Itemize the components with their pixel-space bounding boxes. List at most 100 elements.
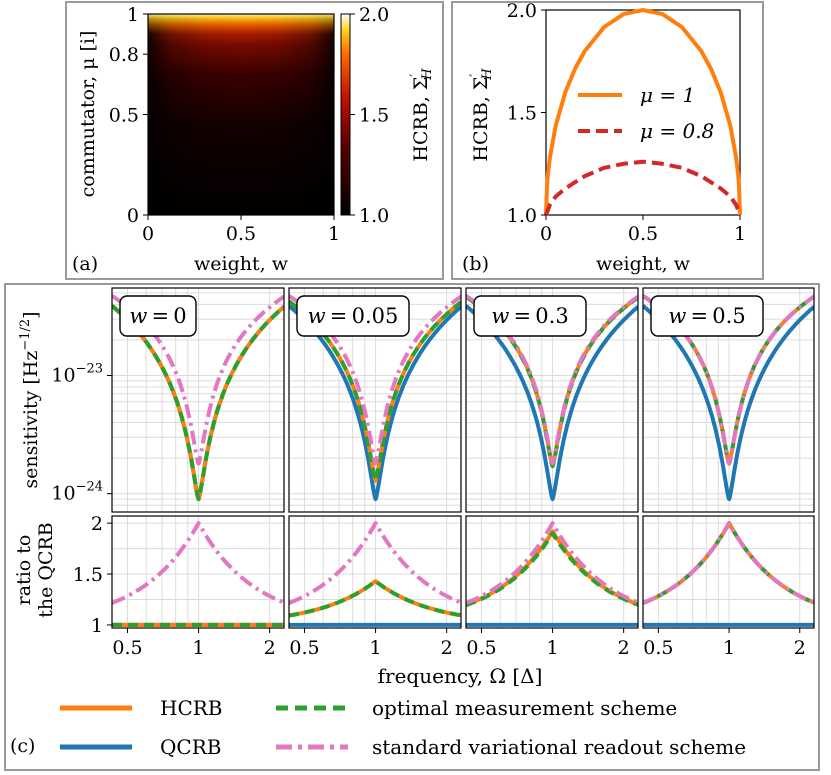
subpanel-title: w = 0.5 <box>650 295 764 337</box>
subpanel-curves <box>466 294 638 627</box>
subpanel-title-box <box>473 295 587 337</box>
heatmap-y-label: commutator, μ [i] <box>77 31 99 198</box>
subpanel-title-text: w = 0.5 <box>668 304 745 328</box>
panel-b-y-ticks: 1.0 1.5 2.0 <box>507 0 546 227</box>
legend-mu1-label: μ = 1 <box>640 83 695 107</box>
subpanel-3: w = 0.3 0.5 1 2 <box>465 287 639 659</box>
panel-a-frame <box>65 1 444 280</box>
ratio-y-tick-label: 1.5 <box>73 564 103 586</box>
sensitivity-axes <box>111 287 285 513</box>
optimal-ratio-line <box>466 531 638 608</box>
legend-label: standard variational readout scheme <box>372 735 746 759</box>
panel-c-label: (c) <box>10 735 35 757</box>
standard-ratio-line <box>466 521 638 605</box>
panel-c-legend: HCRB QCRB optimal measurement scheme standa… <box>60 696 746 759</box>
heatmap-glow <box>148 14 334 215</box>
panel-c-top-y-label: sensitivity [Hz−1/2] <box>18 311 42 488</box>
colorbar <box>340 13 351 216</box>
panel-b-y-tick-label: 2.0 <box>507 0 537 22</box>
subpanel-curves <box>112 294 284 627</box>
legend-label: QCRB <box>160 735 221 759</box>
standard-ratio-line <box>289 521 461 605</box>
panel-b-y-label: HCRB, Σ′H <box>468 68 495 162</box>
subpanel-title-box <box>296 295 410 337</box>
x-tick-label: 2 <box>618 637 630 659</box>
panel-b-label: (b) <box>462 253 489 275</box>
legend-mu08-label: μ = 0.8 <box>640 119 714 143</box>
hcrb-ratio-line <box>289 579 461 618</box>
heatmap-x-tick-label: 0 <box>142 223 154 245</box>
panel-b-series <box>544 8 742 216</box>
panel-b: 0 0.5 1 1.01.52.0 weight, w HCRB, Σ′H (b) … <box>462 0 746 275</box>
x-tick-label: 1 <box>723 637 735 659</box>
heatmap-y-ticks: 0 0.5 0.8 1 <box>109 4 148 227</box>
subpanel-curves <box>643 294 814 627</box>
x-tick-label: 0.5 <box>112 637 142 659</box>
subpanel-title-box <box>650 295 764 337</box>
panel-b-frame <box>451 1 764 280</box>
heatmap-y-tick-label: 0 <box>127 205 139 227</box>
panel-b-x-tick-label: 0 <box>540 223 552 245</box>
subpanel-4: w = 0.5 0.5 1 2 <box>642 287 815 659</box>
x-tick-label: 1 <box>370 637 382 659</box>
x-tick-label: 2 <box>441 637 453 659</box>
series-mu-1-line <box>544 8 742 216</box>
panel-a: 0 0.5 1 00.50.81 weight, w commutator, μ [… <box>72 4 435 275</box>
panel-c-bottom-y-label-2: the QCRB <box>35 522 57 618</box>
standard-ratio-line <box>112 521 284 605</box>
sensitivity-axes <box>642 287 815 513</box>
ratio-axes <box>288 515 462 629</box>
panel-c-frame <box>4 283 820 771</box>
ratio-axes <box>465 515 639 629</box>
colorbar-ticks: 1.0 1.5 2.0 <box>350 4 389 227</box>
series-mu-0-8-line <box>544 159 742 216</box>
subpanel-title-box <box>119 295 197 337</box>
standard-ratio-line <box>643 521 814 605</box>
legend-label: optimal measurement scheme <box>372 696 677 720</box>
sensitivity-y-tick-label: 10−24 <box>51 480 103 505</box>
ratio-axes <box>111 515 285 629</box>
heatmap-y-tick-label: 0.8 <box>109 44 139 66</box>
sensitivity-axes <box>465 287 639 513</box>
x-tick-label: 2 <box>794 637 806 659</box>
colorbar-tick-label: 2.0 <box>359 4 389 26</box>
subpanel-title: w = 0.05 <box>296 295 410 337</box>
ratio-y-tick-label: 2 <box>91 513 103 535</box>
panel-b-x-tick-label: 0.5 <box>628 223 658 245</box>
subpanel-title-text: w = 0.3 <box>491 304 568 328</box>
ratio-y-tick-label: 1 <box>91 615 103 637</box>
subpanel-title: w = 0.3 <box>473 295 587 337</box>
panel-b-y-tick-label: 1.5 <box>507 103 537 125</box>
subpanel-title: w = 0 <box>119 295 197 337</box>
panel-b-x-ticks: 0 0.5 1 <box>540 215 746 245</box>
colorbar-label: HCRB, Σ′H <box>408 68 435 162</box>
panel-a-label: (a) <box>72 253 98 275</box>
x-tick-label: 1 <box>547 637 559 659</box>
legend-label: HCRB <box>160 696 223 720</box>
x-tick-label: 1 <box>193 637 205 659</box>
subpanel-title-text: w = 0 <box>129 304 186 328</box>
heatmap-x-tick-label: 0.5 <box>226 223 256 245</box>
ratio-axes <box>642 515 815 629</box>
panel-b-x-tick-label: 1 <box>734 223 746 245</box>
sensitivity-axes <box>288 287 462 513</box>
heatmap-y-tick-label: 1 <box>127 4 139 26</box>
sensitivity-y-tick-label: 10−23 <box>51 362 103 387</box>
subpanel-curves <box>289 294 461 627</box>
heatmap-x-label: weight, w <box>194 253 289 275</box>
colorbar-tick-label: 1.0 <box>359 205 389 227</box>
heatmap-x-tick-label: 1 <box>328 223 340 245</box>
subpanel-1: w = 0 0.5 1 2 10−23 10−24 1 1.5 2 <box>51 287 285 659</box>
x-tick-label: 0.5 <box>289 637 319 659</box>
x-tick-label: 0.5 <box>466 637 496 659</box>
heatmap-y-tick-label: 0.5 <box>109 105 139 127</box>
heatmap-x-ticks: 0 0.5 1 <box>142 215 340 245</box>
panel-c-x-label: frequency, Ω [Δ] <box>378 664 543 688</box>
panel-b-y-tick-label: 1.0 <box>507 205 537 227</box>
panel-c-bottom-y-label-1: ratio to <box>13 535 35 606</box>
panel-b-legend: μ = 1 μ = 0.8 <box>578 83 714 143</box>
x-tick-label: 0.5 <box>643 637 673 659</box>
colorbar-tick-label: 1.5 <box>359 105 389 127</box>
